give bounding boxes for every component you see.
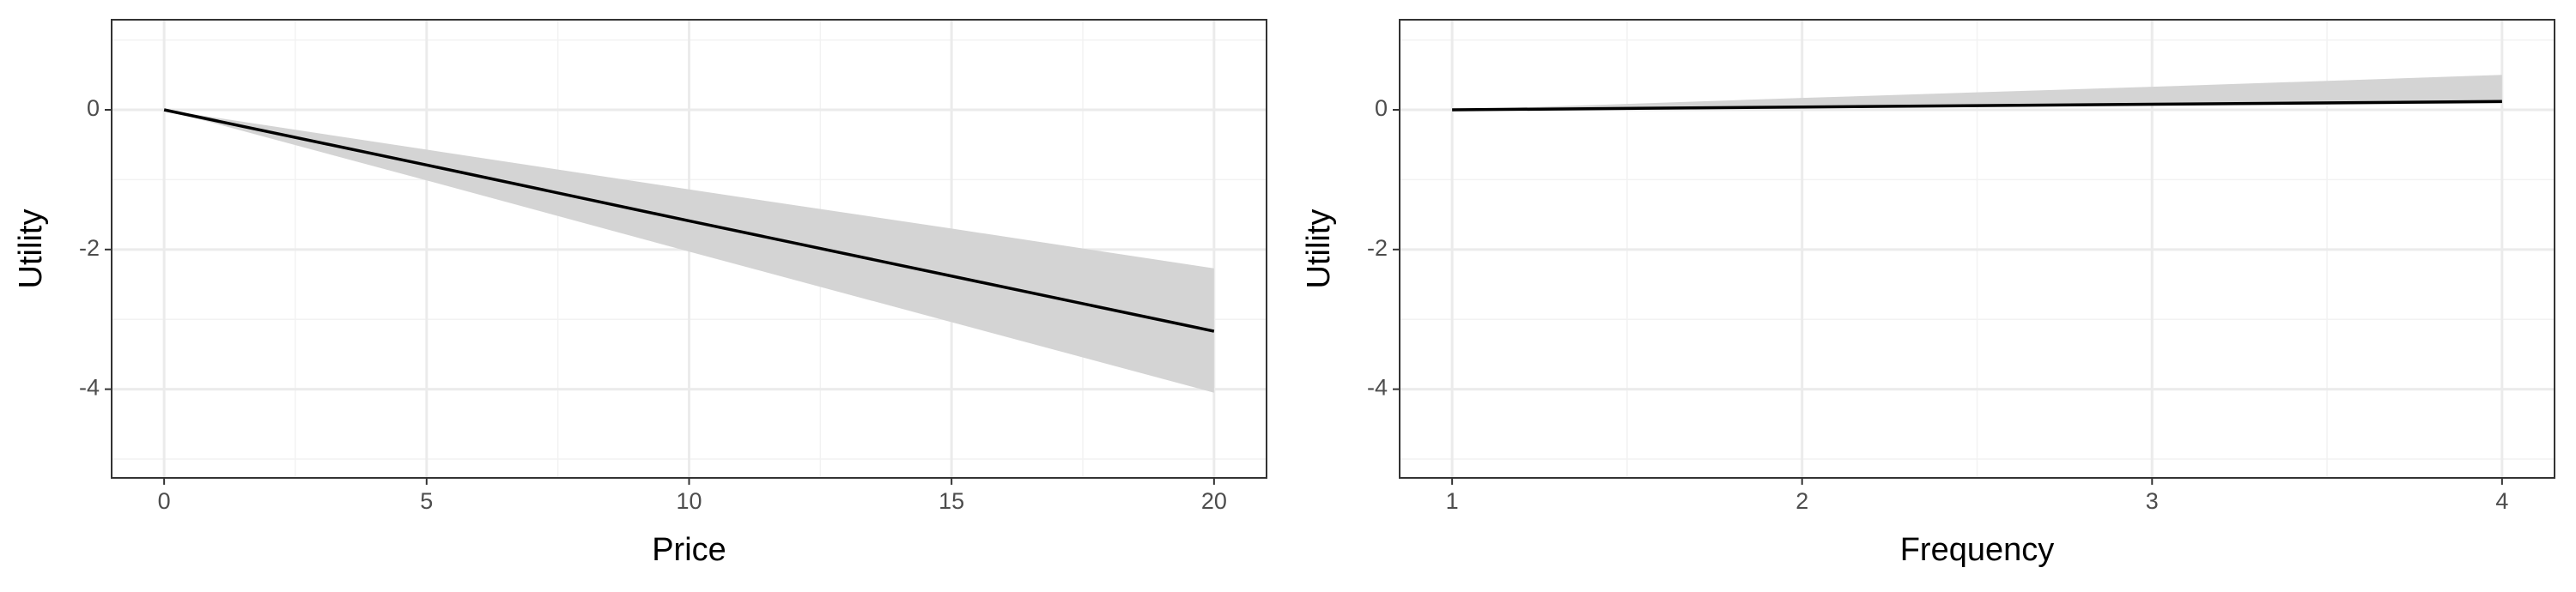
x-tick-label: 1 — [1446, 488, 1459, 514]
confidence-band — [1452, 75, 2502, 111]
x-tick-label: 2 — [1795, 488, 1808, 514]
x-tick-label: 3 — [2146, 488, 2159, 514]
x-tick-label: 15 — [939, 488, 964, 514]
y-tick-label: 0 — [1375, 95, 1388, 121]
y-tick-label: -2 — [79, 235, 100, 261]
y-tick-label: -2 — [1367, 235, 1388, 261]
y-tick-label: 0 — [87, 95, 100, 121]
y-tick-label: -4 — [1367, 375, 1388, 401]
x-tick-label: 20 — [1201, 488, 1227, 514]
line — [1452, 100, 2502, 112]
confidence-band — [164, 110, 1214, 393]
y-axis-title: Utility — [13, 209, 49, 289]
x-tick-label: 5 — [420, 488, 433, 514]
y-tick-label: -4 — [79, 375, 100, 401]
x-tick-label: 0 — [158, 488, 171, 514]
x-axis-title: Price — [652, 532, 726, 568]
x-tick-label: 10 — [676, 488, 702, 514]
line — [163, 108, 1215, 333]
x-tick-label: 4 — [2495, 488, 2508, 514]
y-axis-title: Utility — [1301, 209, 1337, 289]
x-axis-title: Frequency — [1900, 532, 2055, 568]
